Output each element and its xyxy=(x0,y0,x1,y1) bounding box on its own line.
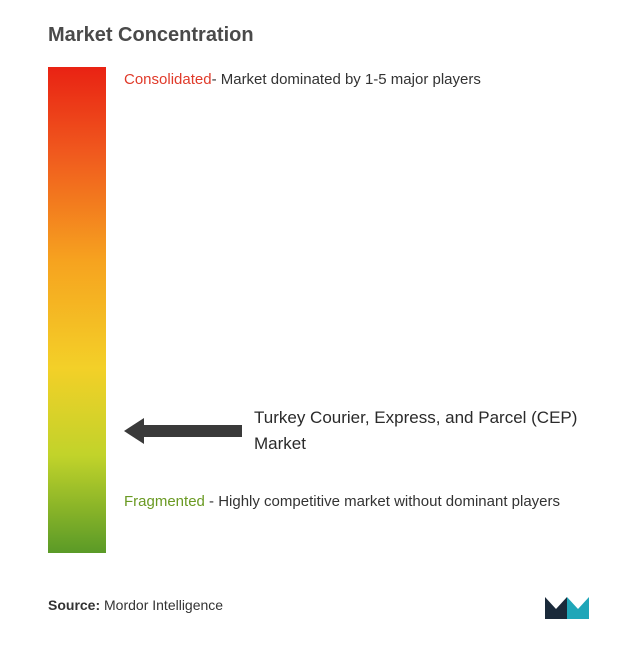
market-label: Turkey Courier, Express, and Parcel (CEP… xyxy=(254,405,589,456)
chart-area: Consolidated- Market dominated by 1-5 ma… xyxy=(48,67,589,553)
mordor-logo-icon xyxy=(545,591,589,619)
source-label: Source: xyxy=(48,597,100,613)
arrow-left-icon xyxy=(124,418,242,444)
market-position-row: Turkey Courier, Express, and Parcel (CEP… xyxy=(124,405,589,456)
page-title: Market Concentration xyxy=(48,24,589,47)
labels-column: Consolidated- Market dominated by 1-5 ma… xyxy=(124,67,589,553)
footer: Source: Mordor Intelligence xyxy=(48,591,589,619)
concentration-gradient-bar xyxy=(48,67,106,553)
source-value: Mordor Intelligence xyxy=(104,597,223,613)
consolidated-text: - Market dominated by 1-5 major players xyxy=(212,71,481,88)
source: Source: Mordor Intelligence xyxy=(48,597,223,613)
consolidated-lead: Consolidated xyxy=(124,71,212,88)
fragmented-row: Fragmented - Highly competitive market w… xyxy=(124,491,589,514)
fragmented-lead: Fragmented xyxy=(124,493,205,510)
fragmented-text: - Highly competitive market without domi… xyxy=(205,493,560,510)
consolidated-row: Consolidated- Market dominated by 1-5 ma… xyxy=(124,69,589,92)
